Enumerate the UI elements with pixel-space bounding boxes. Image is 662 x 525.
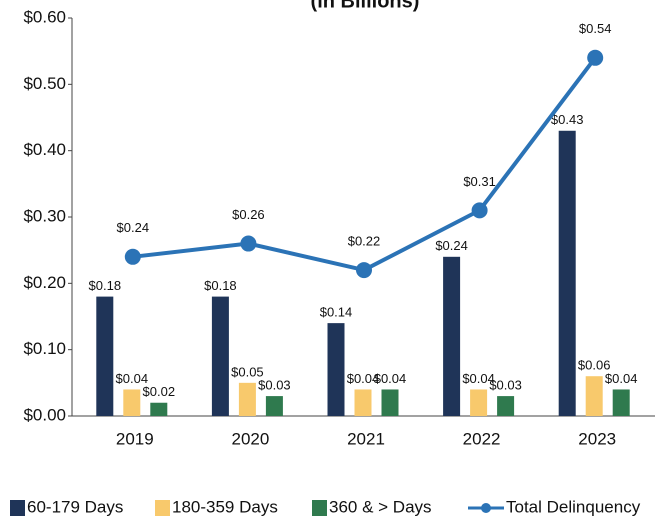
bar xyxy=(96,296,114,416)
x-tick-label: 2021 xyxy=(347,429,385,448)
bar xyxy=(381,389,399,416)
line-point xyxy=(356,262,372,279)
x-tick-label: 2023 xyxy=(578,429,616,448)
bar xyxy=(585,376,603,416)
bar xyxy=(211,296,229,416)
y-tick-label: $0.40 xyxy=(23,140,66,159)
line-point xyxy=(240,235,257,252)
bar-value-label: $0.04 xyxy=(605,371,638,386)
bar xyxy=(238,382,256,416)
bar-value-label: $0.04 xyxy=(347,371,380,386)
chart-subtitle: (in Billions) xyxy=(311,0,420,12)
bar-value-label: $0.06 xyxy=(578,358,611,373)
line-value-label: $0.24 xyxy=(117,220,150,235)
legend-label: 360 & > Days xyxy=(329,497,432,516)
y-tick-label: $0.20 xyxy=(23,273,66,292)
bar-value-label: $0.14 xyxy=(320,305,353,320)
bar xyxy=(443,256,461,416)
bar xyxy=(265,396,283,416)
legend-marker xyxy=(481,503,491,513)
line-point xyxy=(124,248,141,265)
y-tick-label: $0.10 xyxy=(23,339,66,358)
bar xyxy=(470,389,488,416)
legend-swatch xyxy=(10,500,25,516)
bar-value-label: $0.43 xyxy=(551,112,584,127)
y-tick-label: $0.30 xyxy=(23,206,66,225)
bar-value-label: $0.04 xyxy=(116,371,149,386)
bar-value-label: $0.03 xyxy=(489,378,522,393)
y-tick-label: $0.50 xyxy=(23,74,66,93)
x-tick-label: 2020 xyxy=(231,429,269,448)
bar xyxy=(327,323,345,416)
x-tick-label: 2022 xyxy=(463,429,501,448)
bar xyxy=(150,402,168,416)
legend-swatch xyxy=(155,500,170,516)
bar-value-label: $0.04 xyxy=(462,371,495,386)
legend-label: Total Delinquency xyxy=(506,497,641,516)
bar xyxy=(497,396,515,416)
legend-swatch xyxy=(312,500,327,516)
bar-value-label: $0.24 xyxy=(435,238,468,253)
x-tick-label: 2019 xyxy=(116,429,154,448)
bar-value-label: $0.02 xyxy=(143,384,176,399)
legend-label: 180-359 Days xyxy=(172,497,278,516)
line-point xyxy=(471,202,488,219)
line-value-label: $0.22 xyxy=(348,234,381,249)
y-tick-label: $0.60 xyxy=(23,7,66,26)
bar xyxy=(123,389,141,416)
y-tick-label: $0.00 xyxy=(23,405,66,424)
line-value-label: $0.26 xyxy=(232,207,265,222)
bar xyxy=(354,389,372,416)
bar-value-label: $0.18 xyxy=(204,278,237,293)
line-value-label: $0.54 xyxy=(579,21,612,36)
bar-value-label: $0.03 xyxy=(258,378,291,393)
bar xyxy=(558,130,576,416)
line-point xyxy=(587,49,604,66)
bar-value-label: $0.05 xyxy=(231,364,264,379)
legend-label: 60-179 Days xyxy=(27,497,123,516)
bar-value-label: $0.04 xyxy=(374,371,407,386)
line-value-label: $0.31 xyxy=(463,174,496,189)
bar xyxy=(612,389,630,416)
bar-value-label: $0.18 xyxy=(89,278,122,293)
